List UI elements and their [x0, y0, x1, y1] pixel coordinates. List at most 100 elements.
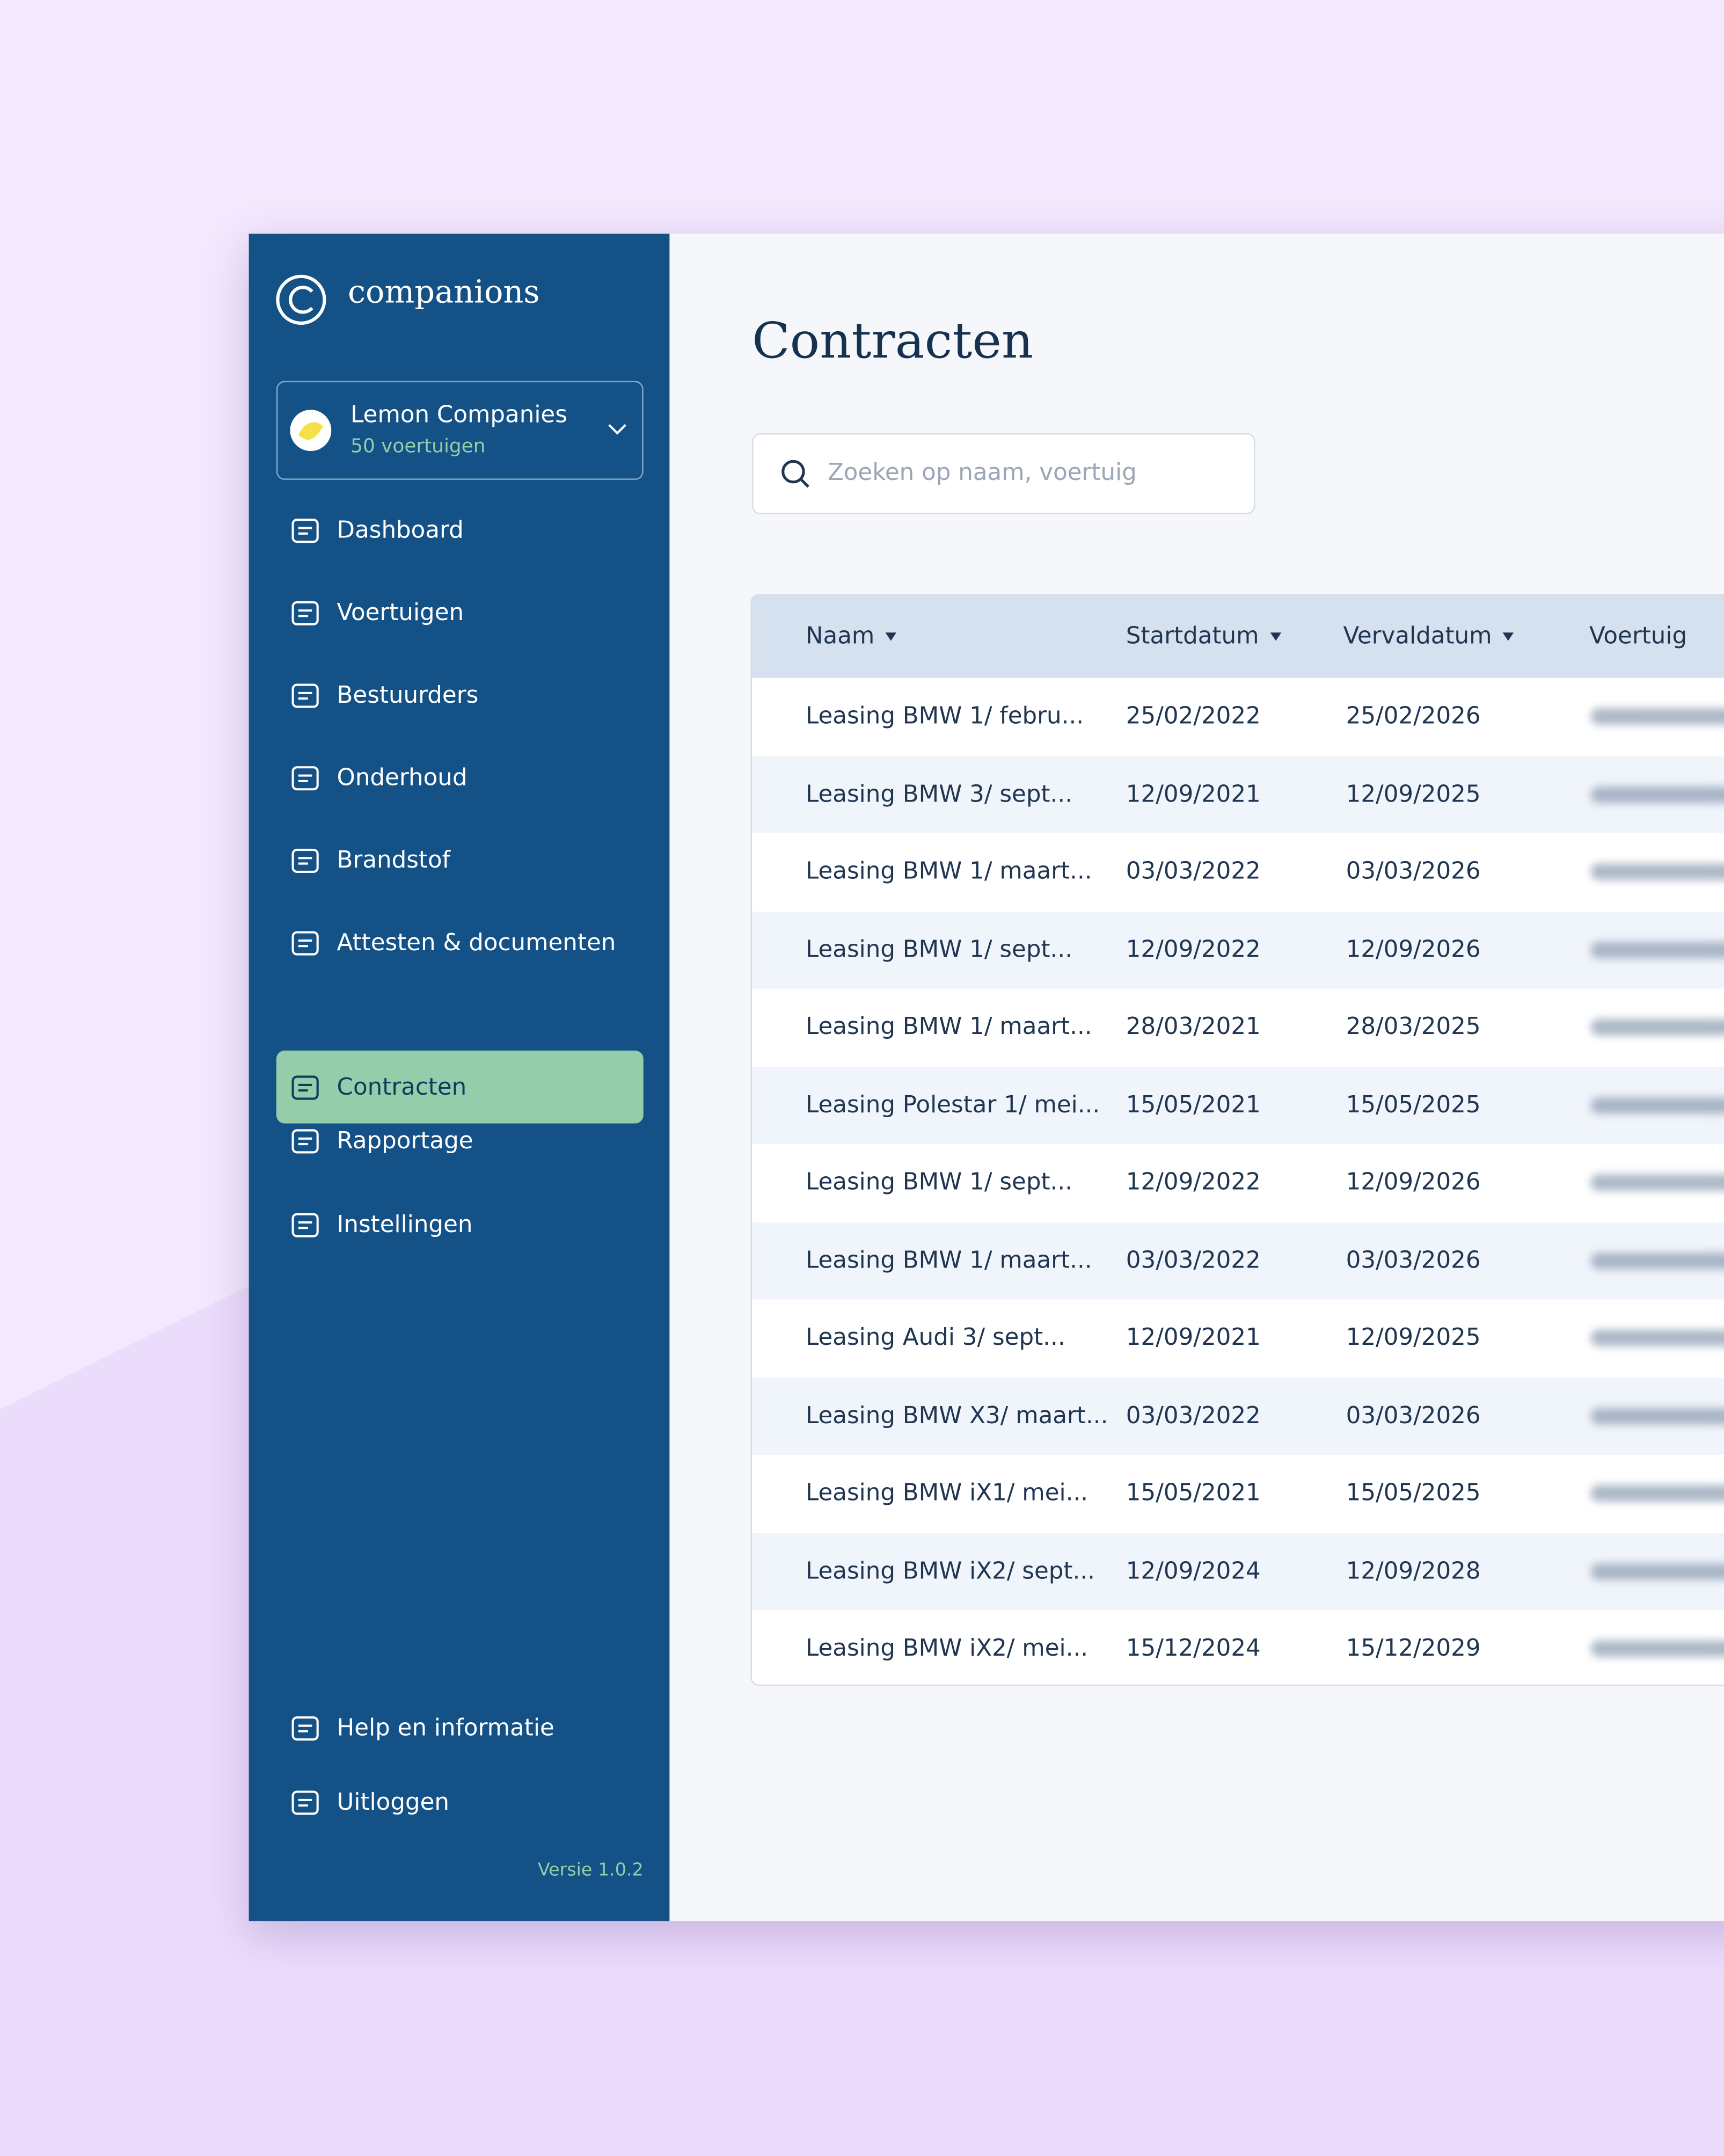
nav-item[interactable]: Instellingen: [276, 1188, 644, 1261]
nav-item[interactable]: Voertuigen: [276, 576, 644, 649]
table-cell: 15/12/2024: [1126, 1635, 1261, 1663]
account-name: Lemon Companies: [350, 401, 567, 429]
column-header[interactable]: Startdatum: [1126, 595, 1281, 678]
blurred-vehicle: [1590, 1329, 1724, 1346]
sidebar: companions Lemon Companies 50 voertuigen…: [249, 234, 670, 1921]
table-cell: 03/03/2026: [1346, 858, 1481, 886]
table-row[interactable]: Leasing BMW 1/ maart... 03/03/2022 03/03/2…: [752, 833, 1724, 911]
nav-label: Attesten & documenten: [337, 929, 616, 957]
blurred-vehicle: [1590, 863, 1724, 880]
table-row[interactable]: Leasing BMW 1/ sept... 12/09/2022 12/09/20…: [752, 911, 1724, 989]
account-switcher[interactable]: Lemon Companies 50 voertuigen: [276, 381, 644, 480]
account-avatar: [290, 410, 332, 451]
table-cell: 03/03/2026: [1346, 1246, 1481, 1274]
blurred-vehicle: [1590, 1174, 1724, 1191]
nav-icon: [291, 1212, 319, 1237]
nav-icon: [291, 1790, 319, 1815]
table-row[interactable]: Leasing Polestar 1/ mei... 15/05/2021 15/0…: [752, 1066, 1724, 1145]
nav-icon: [291, 1075, 319, 1099]
nav-icon: [291, 600, 319, 625]
table-row[interactable]: Leasing BMW 1/ febru... 25/02/2022 25/02/2…: [752, 678, 1724, 756]
nav-label: Onderhoud: [337, 763, 467, 792]
table-cell: Leasing BMW X3/ maart...: [805, 1402, 1108, 1430]
app-window: companions Lemon Companies 50 voertuigen…: [249, 234, 1724, 1921]
search-box[interactable]: Zoeken op naam, voertuig: [752, 433, 1255, 514]
blurred-vehicle: [1590, 941, 1724, 958]
nav-item[interactable]: Rapportage: [276, 1104, 644, 1177]
table-row[interactable]: Leasing BMW 1/ maart... 03/03/2022 03/03/2…: [752, 1221, 1724, 1300]
table-cell: 12/09/2024: [1126, 1557, 1261, 1585]
nav-item[interactable]: Brandstof: [276, 824, 644, 897]
nav-item[interactable]: Contracten: [276, 1050, 644, 1124]
table-row[interactable]: Leasing BMW 3/ sept... 12/09/2021 12/09/20…: [752, 755, 1724, 834]
table-cell: Leasing BMW 1/ sept...: [805, 936, 1073, 964]
nav-item[interactable]: Onderhoud: [276, 741, 644, 814]
table-row[interactable]: Leasing BMW X3/ maart... 03/03/2022 03/03/…: [752, 1377, 1724, 1455]
table-cell: 12/09/2028: [1346, 1557, 1481, 1585]
table-cell: 28/03/2025: [1346, 1013, 1481, 1041]
table-cell: 03/03/2026: [1346, 1402, 1481, 1430]
sort-icon: [1270, 632, 1281, 641]
nav-label: Dashboard: [337, 516, 464, 544]
footer-link[interactable]: Help en informatie: [276, 1692, 644, 1765]
sort-icon: [1503, 632, 1514, 641]
table-cell: Leasing Audi 3/ sept...: [805, 1324, 1065, 1352]
nav-label: Rapportage: [337, 1127, 473, 1155]
footer-label: Uitloggen: [337, 1788, 450, 1816]
table-header: Naam Startdatum Vervaldatum Voertuig: [752, 595, 1724, 678]
nav-item[interactable]: Bestuurders: [276, 659, 644, 732]
blurred-vehicle: [1590, 1407, 1724, 1424]
table-cell: 12/09/2026: [1346, 1169, 1481, 1197]
table-cell: 03/03/2022: [1126, 858, 1261, 886]
column-header[interactable]: Vervaldatum: [1343, 595, 1514, 678]
table-cell: 03/03/2022: [1126, 1246, 1261, 1274]
table-row[interactable]: Leasing BMW 1/ sept... 12/09/2022 12/09/20…: [752, 1144, 1724, 1222]
blurred-vehicle: [1590, 1018, 1724, 1036]
brand: companions: [348, 275, 540, 311]
column-header: Voertuig: [1589, 595, 1687, 678]
nav-item[interactable]: Dashboard: [276, 494, 644, 567]
nav-item[interactable]: Attesten & documenten: [276, 906, 644, 979]
table-cell: 15/05/2021: [1126, 1091, 1261, 1119]
nav-icon: [291, 765, 319, 790]
table-cell: 12/09/2021: [1126, 1324, 1261, 1352]
nav-label: Bestuurders: [337, 681, 479, 709]
table-cell: Leasing BMW 1/ maart...: [805, 858, 1092, 886]
table-row[interactable]: Leasing BMW 1/ maart... 28/03/2021 28/03/2…: [752, 988, 1724, 1067]
table-cell: 12/09/2022: [1126, 936, 1261, 964]
column-label: Vervaldatum: [1343, 623, 1492, 651]
blurred-vehicle: [1590, 1485, 1724, 1502]
nav-label: Brandstof: [337, 846, 450, 874]
nav-icon: [291, 518, 319, 542]
column-header[interactable]: Naam: [805, 595, 897, 678]
search-icon: [781, 460, 809, 488]
search-placeholder: Zoeken op naam, voertuig: [827, 459, 1137, 487]
page-title: Contracten: [752, 313, 1034, 370]
table-cell: Leasing BMW 3/ sept...: [805, 780, 1073, 808]
nav-icon: [291, 1128, 319, 1153]
sort-icon: [885, 632, 897, 641]
table-row[interactable]: Leasing Audi 3/ sept... 12/09/2021 12/09/2…: [752, 1299, 1724, 1378]
table-cell: 15/12/2029: [1346, 1635, 1481, 1663]
table-cell: 12/09/2021: [1126, 780, 1261, 808]
table-row[interactable]: Leasing BMW iX2/ sept... 12/09/2024 12/09/…: [752, 1532, 1724, 1611]
table-cell: 25/02/2022: [1126, 702, 1261, 731]
table-cell: Leasing BMW 1/ sept...: [805, 1169, 1073, 1197]
nav-icon: [291, 1715, 319, 1740]
footer-link[interactable]: Uitloggen: [276, 1766, 644, 1839]
column-label: Naam: [805, 623, 875, 651]
table-row[interactable]: Leasing BMW iX2/ mei... 15/12/2024 15/12/2…: [752, 1610, 1724, 1685]
nav-icon: [291, 930, 319, 955]
blurred-vehicle: [1590, 1252, 1724, 1269]
table-cell: Leasing Polestar 1/ mei...: [805, 1091, 1100, 1119]
blurred-vehicle: [1590, 785, 1724, 803]
table-row[interactable]: Leasing BMW iX1/ mei... 15/05/2021 15/05/2…: [752, 1454, 1724, 1533]
table-cell: 12/09/2022: [1126, 1169, 1261, 1197]
nav-icon: [291, 848, 319, 872]
nav-icon: [291, 683, 319, 708]
table-cell: Leasing BMW iX2/ sept...: [805, 1557, 1095, 1585]
table-cell: 15/05/2025: [1346, 1091, 1481, 1119]
